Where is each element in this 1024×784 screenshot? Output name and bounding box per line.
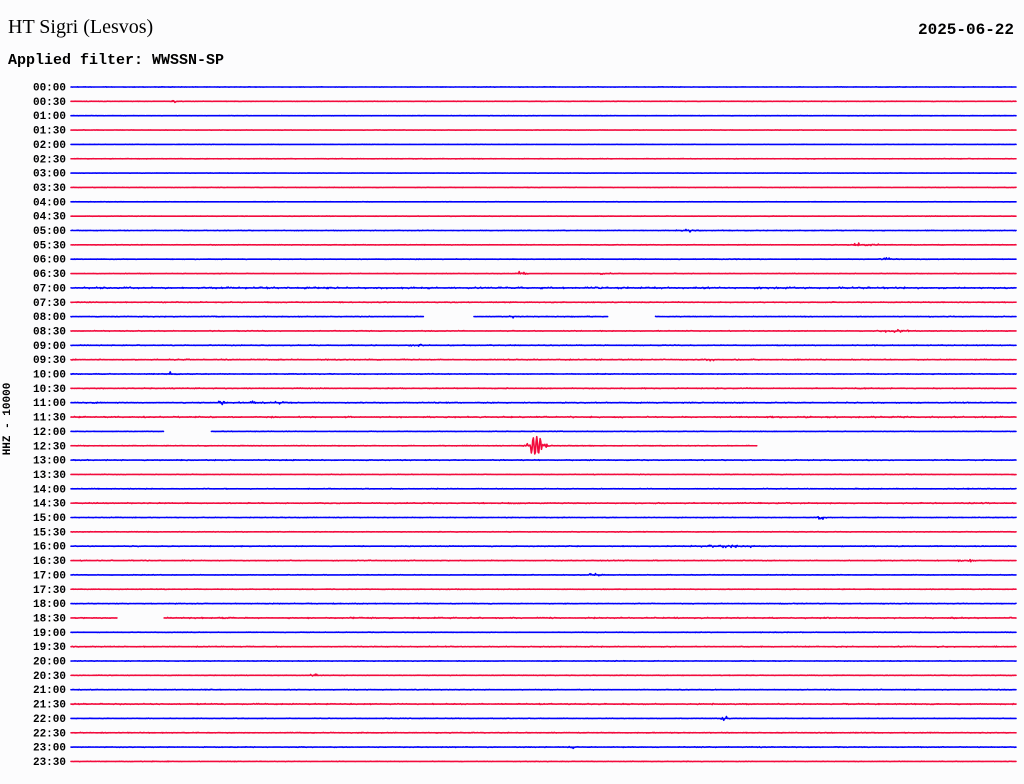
svg-text:16:30: 16:30 <box>33 556 66 568</box>
svg-text:01:00: 01:00 <box>33 111 66 123</box>
svg-text:10:00: 10:00 <box>33 370 66 382</box>
svg-text:20:30: 20:30 <box>33 671 66 683</box>
svg-text:17:30: 17:30 <box>33 585 66 597</box>
svg-text:03:00: 03:00 <box>33 169 66 181</box>
svg-text:14:00: 14:00 <box>33 484 66 496</box>
svg-text:18:30: 18:30 <box>33 613 66 625</box>
svg-text:18:00: 18:00 <box>33 599 66 611</box>
svg-text:15:30: 15:30 <box>33 527 66 539</box>
svg-text:04:00: 04:00 <box>33 197 66 209</box>
svg-text:11:00: 11:00 <box>33 398 66 410</box>
svg-text:05:30: 05:30 <box>33 240 66 252</box>
svg-text:06:00: 06:00 <box>33 255 66 267</box>
svg-text:02:30: 02:30 <box>33 154 66 166</box>
svg-text:13:30: 13:30 <box>33 470 66 482</box>
svg-text:02:00: 02:00 <box>33 140 66 152</box>
svg-text:13:00: 13:00 <box>33 456 66 468</box>
svg-text:20:00: 20:00 <box>33 657 66 669</box>
svg-text:23:00: 23:00 <box>33 743 66 755</box>
svg-text:19:00: 19:00 <box>33 628 66 640</box>
svg-text:00:30: 00:30 <box>33 97 66 109</box>
svg-text:23:30: 23:30 <box>33 757 66 769</box>
svg-text:09:30: 09:30 <box>33 355 66 367</box>
svg-text:10:30: 10:30 <box>33 384 66 396</box>
svg-text:17:00: 17:00 <box>33 570 66 582</box>
svg-text:09:00: 09:00 <box>33 341 66 353</box>
svg-text:05:00: 05:00 <box>33 226 66 238</box>
svg-text:12:00: 12:00 <box>33 427 66 439</box>
svg-text:12:30: 12:30 <box>33 441 66 453</box>
svg-text:22:30: 22:30 <box>33 728 66 740</box>
svg-text:08:00: 08:00 <box>33 312 66 324</box>
svg-text:07:00: 07:00 <box>33 283 66 295</box>
svg-text:15:00: 15:00 <box>33 513 66 525</box>
svg-text:22:00: 22:00 <box>33 714 66 726</box>
svg-text:06:30: 06:30 <box>33 269 66 281</box>
svg-text:08:30: 08:30 <box>33 326 66 338</box>
svg-text:04:30: 04:30 <box>33 212 66 224</box>
svg-text:01:30: 01:30 <box>33 126 66 138</box>
svg-text:11:30: 11:30 <box>33 413 66 425</box>
svg-text:14:30: 14:30 <box>33 499 66 511</box>
svg-text:21:00: 21:00 <box>33 685 66 697</box>
svg-text:00:00: 00:00 <box>33 83 66 95</box>
svg-text:19:30: 19:30 <box>33 642 66 654</box>
svg-text:03:30: 03:30 <box>33 183 66 195</box>
svg-text:07:30: 07:30 <box>33 298 66 310</box>
svg-text:16:00: 16:00 <box>33 542 66 554</box>
svg-text:21:30: 21:30 <box>33 700 66 712</box>
